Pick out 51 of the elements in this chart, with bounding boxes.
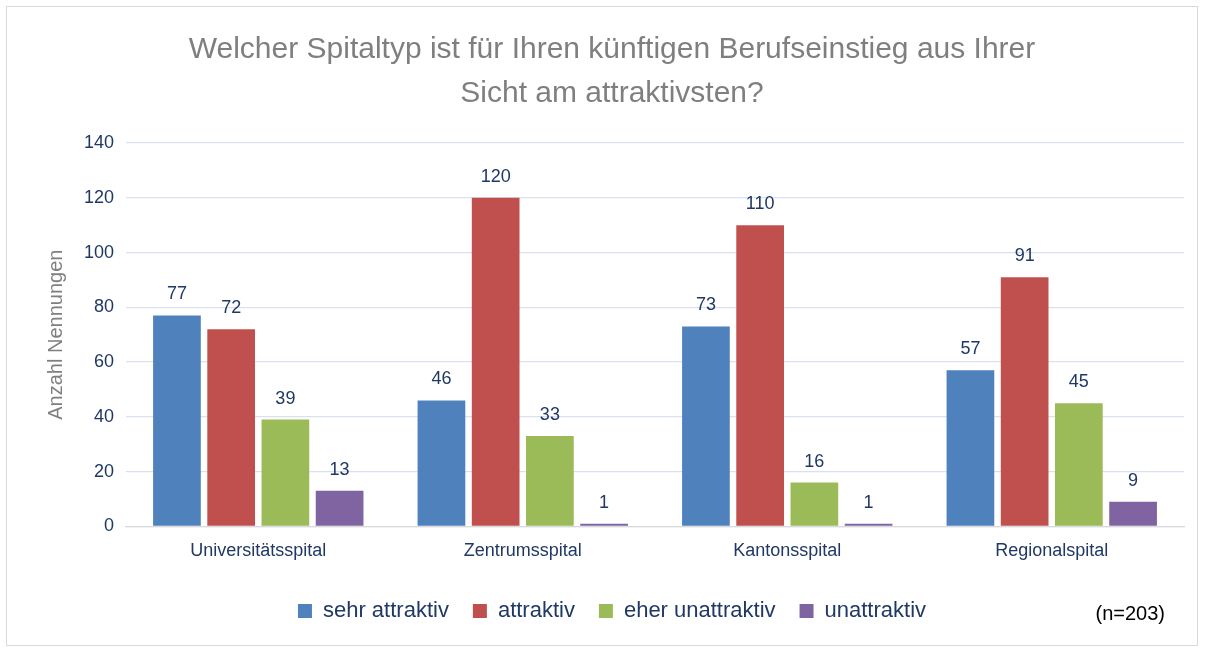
bar — [1000, 277, 1049, 526]
y-tick-label: 40 — [94, 405, 115, 426]
data-label: 1 — [863, 491, 874, 512]
bar — [315, 490, 364, 526]
x-tick-label: Regionalspital — [995, 540, 1109, 561]
bar — [946, 370, 995, 526]
data-label: 57 — [960, 338, 981, 359]
data-label: 91 — [1014, 245, 1035, 266]
y-tick-label: 80 — [94, 296, 115, 317]
text: (n=203) — [1095, 601, 1165, 624]
data-label: 16 — [804, 450, 825, 471]
bar — [417, 400, 466, 526]
data-label: 9 — [1128, 469, 1139, 490]
y-tick-label: 60 — [94, 351, 115, 372]
data-label: 13 — [329, 458, 350, 479]
bar — [580, 523, 628, 526]
bar — [736, 225, 785, 526]
data-label: 1 — [599, 491, 610, 512]
x-tick-label: Kantonsspital — [733, 540, 842, 561]
data-label: 73 — [695, 294, 716, 315]
y-tick-label: 100 — [83, 241, 115, 262]
bar — [526, 436, 574, 526]
y-tick-label: 120 — [83, 186, 115, 207]
y-tick-label: 20 — [94, 460, 115, 481]
data-label: 77 — [166, 283, 187, 304]
data-label: 45 — [1068, 371, 1089, 392]
legend-label: eher unattraktiv — [623, 597, 776, 623]
x-tick-label: Universitätsspital — [190, 540, 327, 561]
bar — [471, 197, 520, 526]
data-label: 46 — [431, 368, 452, 389]
bar — [261, 419, 310, 526]
bar — [1109, 501, 1157, 526]
y-axis-title: Anzahl Nennungen — [43, 249, 66, 420]
data-label: 33 — [539, 404, 560, 424]
legend-label: unattraktiv — [824, 597, 927, 623]
y-tick-label: 0 — [104, 515, 115, 536]
legend-label: attraktiv — [497, 597, 575, 623]
bar — [682, 326, 730, 526]
bar — [153, 315, 201, 526]
y-tick-label: 140 — [83, 131, 115, 152]
x-tick-label: Zentrumsspital — [463, 540, 582, 561]
bar — [1055, 403, 1103, 526]
data-label: 120 — [480, 165, 511, 186]
chart-title: Welcher Spitaltyp ist für Ihren künftigen Berufseinstieg aus Ihrer Sicht am attraktivsten? — [188, 31, 1036, 108]
data-label: 39 — [275, 387, 296, 408]
bar — [844, 523, 893, 526]
bar — [207, 329, 256, 526]
bar — [790, 482, 839, 526]
data-label: 110 — [745, 193, 775, 214]
data-label: 72 — [221, 297, 242, 318]
legend-label: sehr attraktiv — [322, 597, 449, 623]
